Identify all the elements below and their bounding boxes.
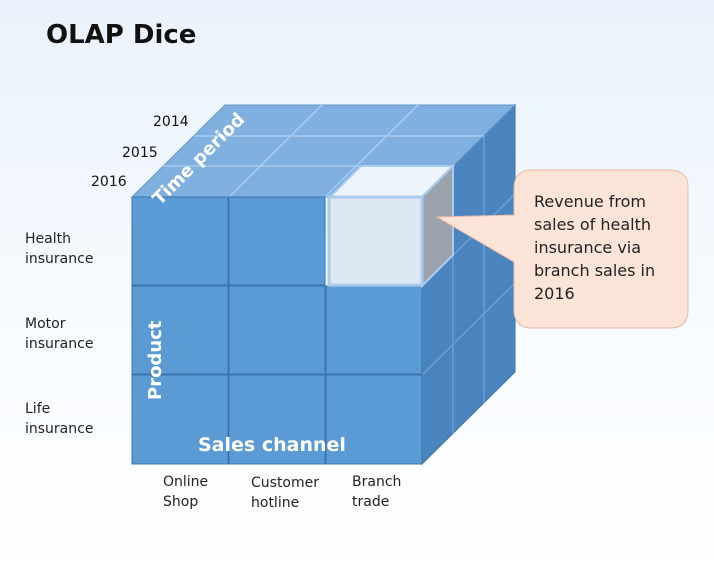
year-label-2016: 2016 <box>91 174 127 190</box>
sales-channel-axis-label: Sales channel <box>198 434 346 456</box>
callout-text: Revenue from sales of health insurance v… <box>534 192 656 303</box>
year-label-2014: 2014 <box>153 114 189 130</box>
product-label-motor: Motor insurance <box>25 316 94 352</box>
channel-label-online: Online Shop <box>163 474 209 510</box>
diagram-title: OLAP Dice <box>46 20 197 50</box>
product-label-health: Health insurance <box>25 231 94 267</box>
product-axis-label: Product <box>145 320 166 400</box>
year-label-2015: 2015 <box>122 145 158 161</box>
callout-bubble <box>435 169 689 329</box>
channel-label-hotline: Customer hotline <box>251 475 320 511</box>
channel-label-branch: Branch trade <box>352 474 402 510</box>
cube-front-face <box>131 196 423 465</box>
highlighted-dice-cell <box>327 163 456 289</box>
product-label-life: Life insurance <box>25 401 94 437</box>
